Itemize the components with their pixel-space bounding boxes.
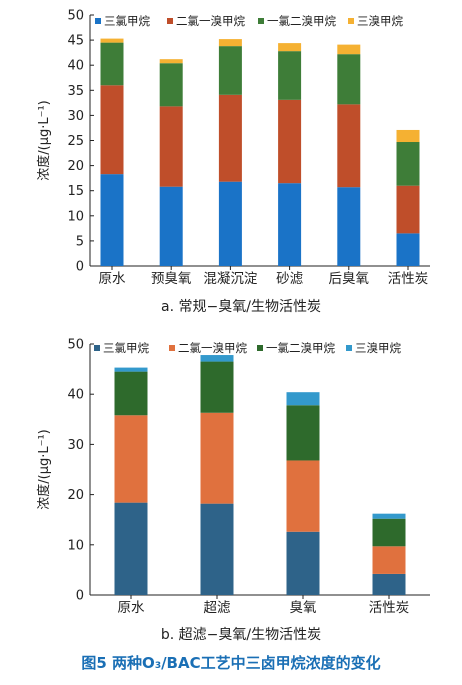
chart-b-bar-2 <box>200 412 234 504</box>
chart-a-bar-4 <box>396 129 420 143</box>
chart-a-bar-4 <box>337 44 361 55</box>
chart-b-y-tick-label: 30 <box>67 438 84 453</box>
chart-a-y-tick-label: 45 <box>67 34 84 49</box>
chart-a-y-tick-label: 25 <box>67 134 84 149</box>
chart-b-title: b. 超滤−臭氧/生物活性炭 <box>161 627 321 643</box>
chart-a-legend-swatch <box>258 18 264 24</box>
chart-a-y-tick-label: 50 <box>67 9 84 24</box>
chart-b-y-tick-label: 20 <box>67 488 84 503</box>
chart-a-bar-3 <box>218 46 242 95</box>
figure-caption: 图5 两种O3/BAC工艺中三卤甲烷浓度的变化 <box>81 654 381 672</box>
chart-a-bar-1 <box>100 174 124 266</box>
chart-a-bar-4 <box>159 59 183 64</box>
chart-a-x-tick-label: 原水 <box>99 271 126 287</box>
chart-a-bar-4 <box>278 43 302 52</box>
chart-b-bar-3 <box>286 405 320 461</box>
chart-b-y-axis-label: 浓度/(μg·L⁻¹) <box>36 429 52 510</box>
chart-a-bar-4 <box>100 38 124 43</box>
chart-a-x-tick-label: 后臭氧 <box>329 271 370 287</box>
chart-b-x-tick-label: 活性炭 <box>369 600 410 616</box>
chart-b-bar-4 <box>286 392 320 406</box>
chart-a-bar-3 <box>159 63 183 107</box>
chart-b-bar-3 <box>372 518 406 547</box>
chart-b-bar-1 <box>114 502 148 595</box>
chart-a-bar-1 <box>159 186 183 266</box>
chart-b-bar-2 <box>114 415 148 503</box>
chart-a-bar-2 <box>396 185 420 234</box>
chart-a-y-tick-label: 20 <box>67 159 84 174</box>
chart-a-legend-swatch <box>348 18 354 24</box>
chart-b-legend-label: 一氯二溴甲烷 <box>266 341 335 355</box>
chart-b-bar-1 <box>372 573 406 595</box>
chart-a-x-tick-label: 活性炭 <box>388 271 429 287</box>
chart-a-legend-label: 三氯甲烷 <box>104 14 150 28</box>
chart-a-bar-1 <box>337 187 361 266</box>
chart-a-legend-label: 三溴甲烷 <box>357 14 403 28</box>
chart-b-bar-4 <box>200 355 234 362</box>
chart-a-y-tick-label: 35 <box>67 84 84 99</box>
chart-b-bar-3 <box>200 361 234 413</box>
chart-a-bar-3 <box>337 54 361 105</box>
chart-a-y-tick-label: 5 <box>76 234 84 249</box>
chart-b-y-tick-label: 40 <box>67 388 84 403</box>
chart-b-legend-swatch <box>94 345 100 351</box>
chart-a-title: a. 常规−臭氧/生物活性炭 <box>161 299 321 315</box>
chart-b-x-tick-label: 原水 <box>118 600 145 616</box>
chart-b-x-tick-label: 臭氧 <box>290 600 317 616</box>
chart-b-legend-label: 三溴甲烷 <box>355 341 401 355</box>
chart-a-y-axis-label: 浓度/(μg·L⁻¹) <box>36 100 52 181</box>
chart-b-x-tick-label: 超滤 <box>204 600 231 616</box>
chart-a-bar-1 <box>396 233 420 266</box>
chart-b-bar-1 <box>200 503 234 595</box>
chart-a-legend-label: 二氯一溴甲烷 <box>176 14 245 28</box>
chart-b-bar-2 <box>372 546 406 574</box>
chart-a-bar-4 <box>218 39 242 47</box>
chart-a-x-tick-label: 预臭氧 <box>151 271 192 287</box>
chart-a-bar-2 <box>100 85 124 175</box>
chart-b-y-tick-label: 0 <box>76 589 84 604</box>
chart-b-legend-swatch <box>169 345 175 351</box>
chart-b-legend-swatch <box>257 345 263 351</box>
chart-b-legend-label: 三氯甲烷 <box>103 341 149 355</box>
chart-a-y-tick-label: 30 <box>67 109 84 124</box>
chart-a-y-tick-label: 40 <box>67 59 84 74</box>
chart-a-bar-1 <box>278 183 302 266</box>
chart-b-bar-3 <box>114 371 148 416</box>
chart-a-bar-3 <box>100 42 124 86</box>
chart-a-bar-2 <box>278 99 302 184</box>
chart-a-bar-2 <box>337 104 361 188</box>
chart-a-x-tick-label: 砂滤 <box>276 271 303 287</box>
chart-a-bar-2 <box>218 94 242 182</box>
chart-b-bar-4 <box>372 513 406 519</box>
chart-a-y-tick-label: 15 <box>67 184 84 199</box>
chart-a-bar-3 <box>396 142 420 186</box>
chart-b-bar-2 <box>286 460 320 532</box>
chart-a-bar-2 <box>159 106 183 187</box>
chart-b-y-tick-label: 10 <box>67 538 84 553</box>
chart-a-y-tick-label: 10 <box>67 209 84 224</box>
chart-a-x-tick-label: 混凝沉淀 <box>203 271 257 287</box>
chart-b-bar-4 <box>114 367 148 372</box>
chart-a-legend-label: 一氯二溴甲烷 <box>267 14 336 28</box>
chart-a-legend-swatch <box>95 18 101 24</box>
chart-a-bar-1 <box>218 181 242 266</box>
chart-b-y-tick-label: 50 <box>67 338 84 353</box>
chart-a-legend-swatch <box>167 18 173 24</box>
chart-b-legend-swatch <box>346 345 352 351</box>
chart-b-legend-label: 二氯一溴甲烷 <box>178 341 247 355</box>
chart-a-y-tick-label: 0 <box>76 260 84 275</box>
chart-b-bar-1 <box>286 531 320 595</box>
chart-a-bar-3 <box>278 51 302 100</box>
